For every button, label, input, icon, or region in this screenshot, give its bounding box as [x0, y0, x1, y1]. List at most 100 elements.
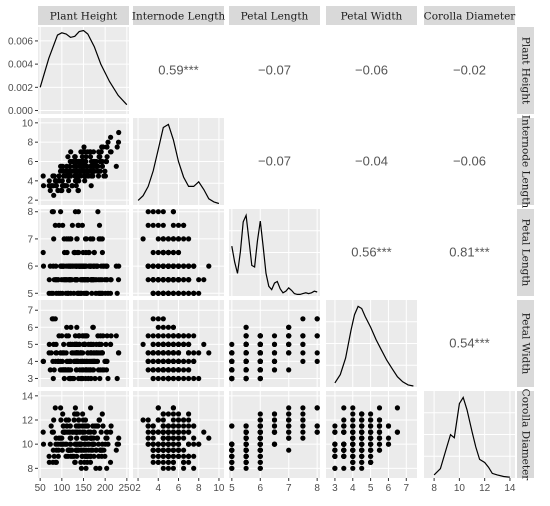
panel-r2-c0 [38, 209, 129, 296]
scatter-point [60, 163, 66, 169]
scatter-point [74, 324, 80, 330]
scatter-point [243, 429, 249, 435]
correlation-label: 0.59*** [158, 63, 198, 78]
scatter-point [286, 367, 292, 373]
scatter-point [201, 277, 207, 283]
row-strip [517, 391, 534, 478]
scatter-point [271, 367, 278, 373]
scatter-point [341, 453, 347, 459]
scatter-point [385, 441, 392, 447]
scatter-point [175, 423, 182, 429]
scatter-point [97, 158, 104, 165]
scatter-point [243, 358, 249, 364]
scatter-point [93, 465, 99, 471]
scatter-point [186, 277, 192, 283]
scatter-point [286, 405, 292, 411]
scatter-point [94, 263, 101, 269]
x-tick-label: 50 [35, 483, 47, 494]
scatter-point [186, 417, 192, 423]
scatter-point [49, 183, 55, 189]
scatter-point [286, 324, 292, 330]
scatter-point [60, 367, 66, 373]
scatter-point [51, 367, 57, 373]
scatter-point [115, 277, 122, 283]
scatter-point [175, 453, 182, 459]
column-strip-label: Petal Length [241, 11, 309, 23]
scatter-point [65, 417, 72, 423]
scatter-point [67, 158, 73, 165]
scatter-point [341, 465, 347, 471]
scatter-point [107, 459, 114, 465]
scatter-point [79, 222, 85, 228]
scatter-point [314, 333, 320, 339]
scatter-point [286, 423, 292, 429]
scatter-point [96, 277, 102, 283]
scatter-point [181, 417, 187, 423]
scatter-point [75, 222, 81, 228]
scatter-point [181, 423, 187, 429]
scatter-point [160, 367, 166, 373]
scatter-point [155, 459, 161, 465]
scatter-point [175, 435, 182, 441]
correlation-label: 0.54*** [449, 336, 489, 351]
scatter-point [257, 411, 263, 417]
scatter-point [75, 187, 81, 194]
scatter-point [97, 465, 103, 471]
scatter-point [61, 277, 67, 283]
scatter-point [81, 459, 87, 465]
scatter-point [99, 290, 105, 296]
scatter-point [181, 222, 187, 228]
scatter-point [181, 333, 187, 339]
scatter-point [100, 263, 106, 269]
scatter-point [332, 447, 338, 453]
scatter-point [368, 411, 374, 417]
scatter-point [286, 417, 292, 423]
panel-background [229, 118, 320, 205]
scatter-point [97, 375, 103, 382]
scatter-point [175, 441, 182, 447]
scatter-point [271, 341, 278, 347]
scatter-point [155, 453, 161, 459]
scatter-point [229, 459, 235, 465]
scatter-point [52, 316, 58, 322]
scatter-point [88, 375, 94, 382]
scatter-point [102, 358, 108, 364]
scatter-point [191, 290, 197, 296]
scatter-point [83, 367, 89, 373]
scatter-point [155, 209, 161, 215]
scatter-point [155, 249, 161, 256]
scatter-point [191, 465, 197, 471]
scatter-point [376, 441, 383, 447]
panel-r0-c0 [38, 27, 129, 114]
scatter-point [359, 459, 365, 465]
scatter-point [175, 367, 182, 373]
scatter-point [97, 236, 104, 242]
scatter-point [359, 411, 365, 417]
scatter-point [160, 324, 166, 330]
scatter-point [155, 447, 161, 453]
scatter-point [96, 149, 102, 155]
scatter-point [165, 465, 171, 471]
scatter-point [165, 367, 171, 373]
scatter-point [229, 367, 235, 373]
scatter-point [113, 163, 119, 169]
x-tick-label: 6 [386, 483, 392, 494]
scatter-point [160, 316, 166, 322]
scatter-point [85, 277, 91, 283]
scatter-point [341, 429, 347, 435]
scatter-point [87, 459, 94, 465]
panel-r0-c4 [424, 27, 515, 114]
scatter-point [257, 459, 263, 465]
scatter-point [170, 341, 176, 347]
x-tick-label: 8 [196, 483, 202, 494]
scatter-point [46, 178, 52, 184]
scatter-point [271, 441, 278, 447]
scatter-point [78, 465, 84, 471]
scatter-point [170, 249, 176, 256]
scatter-point [181, 341, 187, 347]
scatter-point [368, 423, 374, 429]
scatter-point [108, 134, 114, 140]
scatter-point [83, 154, 89, 160]
scatter-point [257, 435, 263, 441]
scatter-point [286, 429, 292, 435]
